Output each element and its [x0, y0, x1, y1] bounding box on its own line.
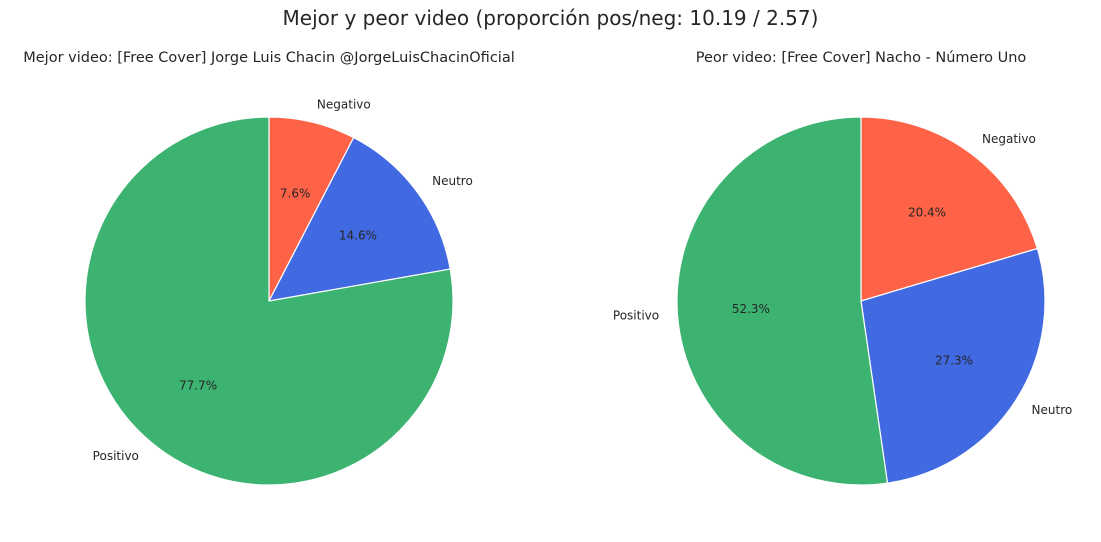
pie-subtitle: Mejor video: [Free Cover] Jorge Luis Cha… — [23, 50, 515, 66]
slice-percent-label: 27.3% — [935, 353, 973, 367]
slice-percent-label: 7.6% — [280, 187, 311, 201]
pie-slice-negativo — [860, 116, 1038, 302]
slice-category-label: Positivo — [93, 449, 139, 463]
slice-category-label: Negativo — [982, 132, 1036, 146]
figure-title: Mejor y peor video (proporción pos/neg: … — [282, 6, 819, 30]
slice-category-label: Neutro — [432, 174, 473, 188]
slice-percent-label: 52.3% — [732, 302, 770, 316]
pie-slice-neutro — [860, 247, 1046, 484]
pie-slice-positivo — [84, 116, 454, 486]
pie-subtitle: Peor video: [Free Cover] Nacho - Número … — [696, 50, 1027, 66]
pie-slice-positivo — [676, 116, 889, 486]
slice-percent-label: 77.7% — [179, 379, 217, 393]
slice-percent-label: 14.6% — [339, 229, 377, 243]
pie-slice-neutro — [268, 137, 451, 302]
slice-category-label: Positivo — [613, 309, 659, 323]
slice-category-label: Negativo — [317, 97, 371, 111]
slice-percent-label: 20.4% — [908, 206, 946, 220]
pie-chart-2: Peor video: [Free Cover] Nacho - Número … — [613, 50, 1073, 486]
slice-category-label: Neutro — [1032, 403, 1073, 417]
pie-chart-1: Mejor video: [Free Cover] Jorge Luis Cha… — [23, 50, 515, 486]
